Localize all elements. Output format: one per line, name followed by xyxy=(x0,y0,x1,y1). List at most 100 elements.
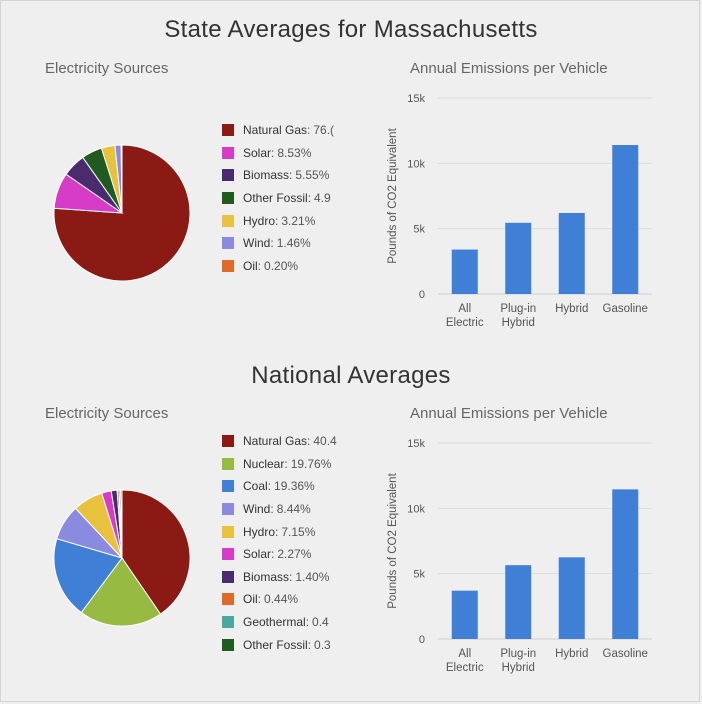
legend-item-hydro: Hydro:3.21% xyxy=(222,209,337,232)
x-tick-label: Hybrid xyxy=(555,648,588,660)
x-tick-label: Hybrid xyxy=(555,303,588,315)
legend-swatch xyxy=(222,638,234,651)
legend-separator: : xyxy=(270,502,274,517)
bar-plug-in-hybrid xyxy=(505,565,532,639)
y-axis-label: Pounds of CO2 Equivalent xyxy=(387,127,399,263)
legend-item-nuclear: Nuclear:19.76% xyxy=(222,453,337,476)
legend-item-natural-gas: Natural Gas:76.( xyxy=(222,119,337,142)
legend-label: Biomass xyxy=(243,569,290,584)
legend-separator: : xyxy=(267,479,272,494)
y-tick-label: 15k xyxy=(407,93,425,105)
national-emissions-title: Annual Emissions per Vehicle xyxy=(410,405,608,422)
legend-swatch xyxy=(222,548,234,561)
legend-separator: : xyxy=(289,569,293,584)
legend-label: Natural Gas xyxy=(243,434,308,449)
y-axis-label: Pounds of CO2 Equivalent xyxy=(387,472,399,608)
legend-separator: : xyxy=(307,637,312,652)
y-tick-label: 0 xyxy=(419,289,425,301)
legend-item-solar: Solar:2.27% xyxy=(222,543,337,566)
x-tick-label: Plug-in Hybrid xyxy=(500,648,536,674)
legend-swatch xyxy=(222,570,234,583)
legend-swatch xyxy=(222,237,234,250)
legend-swatch xyxy=(222,480,234,493)
legend-separator: : xyxy=(307,123,311,138)
legend-separator: : xyxy=(270,236,274,251)
legend-value: 1.40% xyxy=(295,569,330,584)
legend-label: Other Fossil xyxy=(243,191,308,206)
legend-swatch xyxy=(222,593,234,606)
legend-value: 40.4 xyxy=(313,434,337,449)
legend-value: 0.44% xyxy=(264,592,299,607)
bar-all-electric xyxy=(451,590,478,639)
legend-label: Solar xyxy=(243,145,272,160)
legend-value: 8.44% xyxy=(276,502,311,517)
legend-item-hydro: Hydro:7.15% xyxy=(222,520,337,543)
bar-plug-in-hybrid xyxy=(505,222,532,294)
legend-value: 7.15% xyxy=(281,524,316,539)
legend-value: 0.3 xyxy=(314,637,331,652)
legend-swatch xyxy=(222,124,234,137)
legend-separator: : xyxy=(271,547,275,562)
legend-swatch xyxy=(222,616,234,629)
legend-label: Nuclear xyxy=(243,456,285,471)
state-sources-title: Electricity Sources xyxy=(45,60,169,77)
x-tick-label: Gasoline xyxy=(603,303,648,315)
legend-separator: : xyxy=(289,168,293,183)
national-section-title: National Averages xyxy=(251,362,451,389)
legend-value: 4.9 xyxy=(314,191,331,206)
legend-swatch xyxy=(222,214,234,227)
state-emissions-bar-chart: 0 5k 10k 15k Pounds of CO2 Equivalent All Elec… xyxy=(387,93,652,329)
legend-separator: : xyxy=(271,145,275,160)
legend-separator: : xyxy=(257,258,262,273)
legend-label: Geothermal xyxy=(243,615,306,630)
legend-label: Other Fossil xyxy=(243,637,308,652)
national-sources-title: Electricity Sources xyxy=(45,405,169,422)
y-tick-label: 5k xyxy=(413,569,425,581)
legend-value: 5.55% xyxy=(295,168,330,183)
legend-item-oil: Oil:0.20% xyxy=(222,255,337,278)
legend-separator: : xyxy=(275,213,279,228)
legend-swatch xyxy=(222,503,234,516)
pie-slice-oil xyxy=(120,144,123,214)
legend-label: Natural Gas xyxy=(243,123,308,138)
legend-label: Hydro xyxy=(243,524,276,539)
legend-value: 19.76% xyxy=(290,456,332,471)
legend-swatch xyxy=(222,525,234,538)
legend-value: 8.53% xyxy=(277,145,312,160)
legend-item-oil: Oil:0.44% xyxy=(222,588,337,611)
legend-swatch xyxy=(222,146,234,159)
legend-value: 1.46% xyxy=(276,236,311,251)
legend-label: Coal xyxy=(243,479,268,494)
legend-value: 0.4 xyxy=(312,615,329,630)
x-tick-label: Plug-in Hybrid xyxy=(500,303,536,329)
legend-separator: : xyxy=(284,456,288,471)
x-tick-label: Gasoline xyxy=(603,648,648,660)
legend-item-geothermal: Geothermal:0.4 xyxy=(222,611,337,634)
legend-label: Wind xyxy=(243,236,271,251)
x-tick-label: All Electric xyxy=(446,648,484,674)
y-tick-label: 15k xyxy=(407,438,425,450)
legend-value: 76.( xyxy=(313,123,335,138)
state-section-title: State Averages for Massachusetts xyxy=(164,16,538,43)
pie-slice-nuclear xyxy=(80,557,162,627)
pie-slice-natural-gas xyxy=(121,489,191,615)
legend-swatch xyxy=(222,259,234,272)
legend-swatch xyxy=(222,169,234,182)
state-sources-legend: Natural Gas:76.(Solar:8.53% Biomass:5.55%… xyxy=(222,119,337,277)
bar-gasoline xyxy=(612,489,639,639)
legend-item-wind: Wind:8.44% xyxy=(222,498,337,521)
legend-item-natural-gas: Natural Gas:40.4 xyxy=(222,430,337,453)
legend-separator: : xyxy=(275,524,279,539)
y-tick-label: 10k xyxy=(407,503,425,515)
legend-item-wind: Wind:1.46% xyxy=(222,232,337,255)
legend-label: Wind xyxy=(243,502,271,517)
legend-item-coal: Coal:19.36% xyxy=(222,475,337,498)
pie-slice-other-fossil xyxy=(120,489,123,559)
legend-separator: : xyxy=(307,434,311,449)
bar-hybrid xyxy=(558,212,585,294)
legend-item-solar: Solar:8.53% xyxy=(222,142,337,165)
legend-swatch xyxy=(222,192,234,205)
state-sources-pie-chart xyxy=(53,144,191,282)
legend-value: 0.20% xyxy=(264,258,299,273)
y-tick-label: 5k xyxy=(413,224,425,236)
